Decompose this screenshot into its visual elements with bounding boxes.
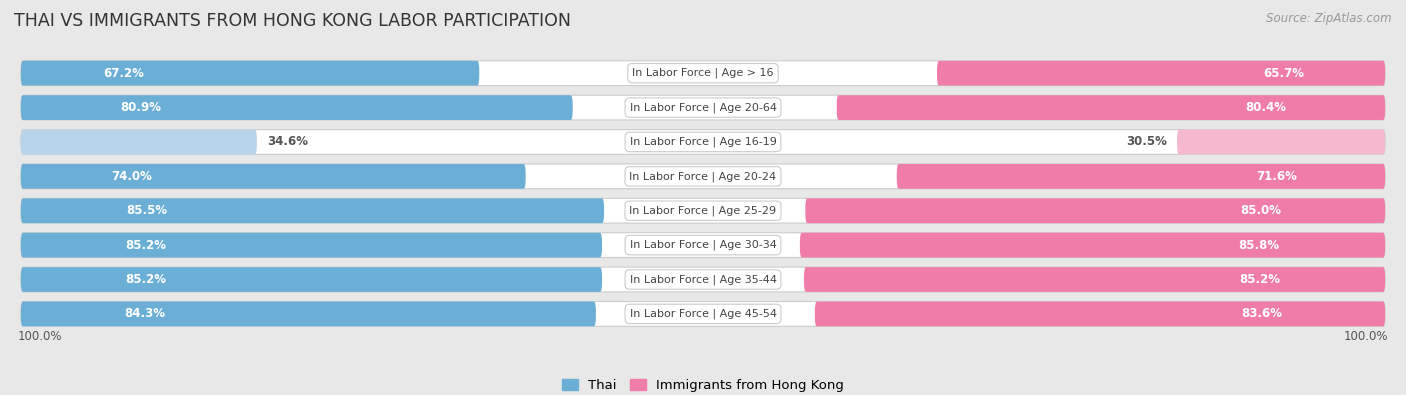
- FancyBboxPatch shape: [804, 267, 1385, 292]
- Text: In Labor Force | Age 45-54: In Labor Force | Age 45-54: [630, 308, 776, 319]
- FancyBboxPatch shape: [21, 198, 1385, 223]
- Text: 30.5%: 30.5%: [1126, 135, 1167, 149]
- FancyBboxPatch shape: [21, 164, 526, 189]
- FancyBboxPatch shape: [815, 301, 1385, 326]
- Text: 85.0%: 85.0%: [1240, 204, 1281, 217]
- FancyBboxPatch shape: [21, 198, 605, 223]
- Text: 84.3%: 84.3%: [124, 307, 166, 320]
- Text: In Labor Force | Age 20-24: In Labor Force | Age 20-24: [630, 171, 776, 182]
- FancyBboxPatch shape: [21, 164, 1385, 189]
- Text: 65.7%: 65.7%: [1264, 67, 1305, 80]
- Text: 80.9%: 80.9%: [120, 101, 162, 114]
- FancyBboxPatch shape: [21, 130, 257, 154]
- Text: 85.2%: 85.2%: [125, 239, 166, 252]
- Text: 85.5%: 85.5%: [127, 204, 167, 217]
- Text: 85.2%: 85.2%: [125, 273, 166, 286]
- FancyBboxPatch shape: [936, 61, 1385, 86]
- Text: 80.4%: 80.4%: [1246, 101, 1286, 114]
- FancyBboxPatch shape: [806, 198, 1385, 223]
- FancyBboxPatch shape: [897, 164, 1385, 189]
- FancyBboxPatch shape: [21, 61, 1385, 86]
- FancyBboxPatch shape: [800, 233, 1385, 258]
- Text: 34.6%: 34.6%: [267, 135, 308, 149]
- Text: In Labor Force | Age > 16: In Labor Force | Age > 16: [633, 68, 773, 79]
- FancyBboxPatch shape: [21, 61, 479, 86]
- FancyBboxPatch shape: [21, 233, 1385, 258]
- FancyBboxPatch shape: [21, 130, 1385, 154]
- Text: In Labor Force | Age 35-44: In Labor Force | Age 35-44: [630, 274, 776, 285]
- Text: 83.6%: 83.6%: [1241, 307, 1282, 320]
- Text: 100.0%: 100.0%: [17, 330, 62, 343]
- Text: 100.0%: 100.0%: [1344, 330, 1389, 343]
- Text: THAI VS IMMIGRANTS FROM HONG KONG LABOR PARTICIPATION: THAI VS IMMIGRANTS FROM HONG KONG LABOR …: [14, 12, 571, 30]
- Text: 67.2%: 67.2%: [104, 67, 145, 80]
- Text: 85.2%: 85.2%: [1240, 273, 1281, 286]
- FancyBboxPatch shape: [837, 95, 1385, 120]
- Text: In Labor Force | Age 16-19: In Labor Force | Age 16-19: [630, 137, 776, 147]
- Legend: Thai, Immigrants from Hong Kong: Thai, Immigrants from Hong Kong: [557, 374, 849, 395]
- Text: Source: ZipAtlas.com: Source: ZipAtlas.com: [1267, 12, 1392, 25]
- FancyBboxPatch shape: [21, 95, 1385, 120]
- Text: 74.0%: 74.0%: [111, 170, 153, 183]
- Text: In Labor Force | Age 20-64: In Labor Force | Age 20-64: [630, 102, 776, 113]
- FancyBboxPatch shape: [21, 267, 1385, 292]
- Text: 85.8%: 85.8%: [1239, 239, 1279, 252]
- Text: In Labor Force | Age 25-29: In Labor Force | Age 25-29: [630, 205, 776, 216]
- FancyBboxPatch shape: [21, 301, 1385, 326]
- FancyBboxPatch shape: [1177, 130, 1385, 154]
- FancyBboxPatch shape: [21, 301, 596, 326]
- FancyBboxPatch shape: [21, 95, 572, 120]
- FancyBboxPatch shape: [21, 267, 602, 292]
- FancyBboxPatch shape: [21, 233, 602, 258]
- Text: In Labor Force | Age 30-34: In Labor Force | Age 30-34: [630, 240, 776, 250]
- Text: 71.6%: 71.6%: [1257, 170, 1298, 183]
